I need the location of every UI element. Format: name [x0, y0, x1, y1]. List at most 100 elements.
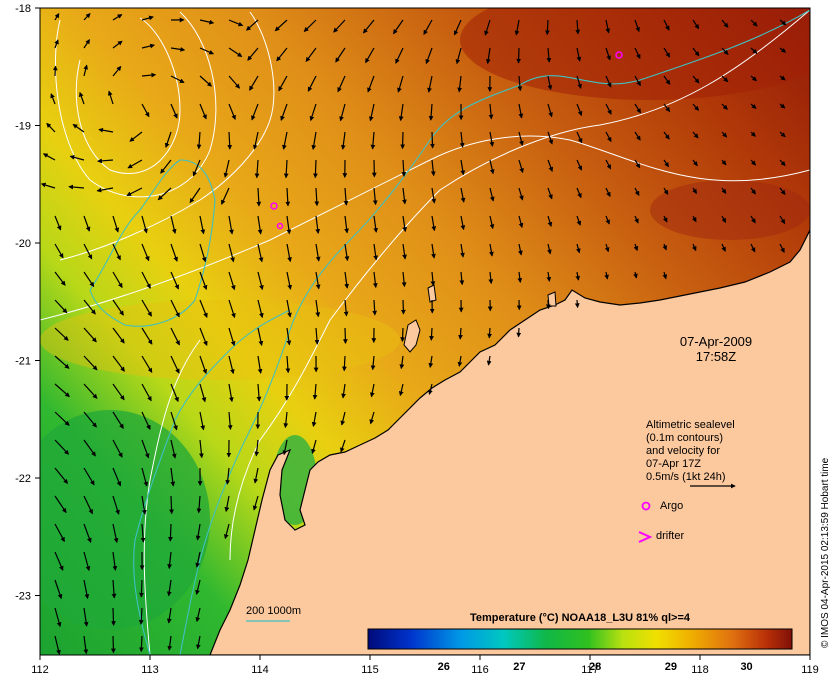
velocity-arrow	[779, 159, 786, 167]
velocity-arrow	[453, 19, 462, 36]
velocity-arrow	[199, 299, 208, 318]
velocity-arrow	[517, 271, 523, 283]
velocity-arrow	[779, 19, 787, 26]
argo-float-1	[615, 51, 623, 59]
velocity-arrow	[576, 47, 582, 62]
velocity-arrow	[164, 131, 172, 148]
velocity-arrow	[399, 355, 405, 370]
colorbar-tick-label: 27	[513, 661, 525, 673]
velocity-arrow	[141, 383, 152, 402]
velocity-arrow	[228, 383, 234, 403]
velocity-arrow	[228, 75, 241, 89]
velocity-arrow	[487, 327, 492, 339]
velocity-arrow	[368, 103, 375, 122]
velocity-arrow	[141, 439, 150, 459]
velocity-arrow	[199, 47, 215, 55]
velocity-arrow	[167, 551, 173, 570]
velocity-arrow	[333, 19, 346, 33]
velocity-arrow	[457, 355, 463, 367]
velocity-arrow	[605, 103, 612, 115]
velocity-arrow	[227, 131, 233, 150]
velocity-arrow	[170, 439, 177, 459]
velocity-arrow	[484, 19, 491, 36]
velocity-arrow	[199, 103, 207, 120]
velocity-arrow	[547, 131, 554, 145]
velocity-arrow	[98, 127, 114, 133]
velocity-arrow	[83, 411, 97, 428]
velocity-arrow	[692, 159, 698, 167]
velocity-arrow	[72, 123, 85, 133]
velocity-arrow	[160, 159, 172, 174]
velocity-arrow	[199, 271, 208, 291]
velocity-arrow	[721, 187, 727, 195]
lon-tick-label: 116	[471, 664, 489, 676]
velocity-arrow	[83, 495, 93, 515]
velocity-arrow	[430, 271, 436, 287]
velocity-arrow	[112, 271, 123, 289]
velocity-arrow	[199, 19, 215, 25]
velocity-arrow	[54, 551, 64, 571]
colorbar-tick-label: 30	[740, 661, 752, 673]
velocity-arrow	[489, 159, 495, 175]
velocity-arrow	[256, 383, 262, 402]
velocity-arrow	[257, 215, 263, 235]
velocity-arrow	[489, 243, 494, 257]
velocity-arrow	[83, 355, 98, 371]
velocity-arrow	[228, 299, 236, 319]
velocity-arrow	[228, 271, 236, 291]
isobath-lines	[89, 9, 810, 655]
velocity-arrow	[428, 103, 434, 121]
legend-line-4: 07-Apr 17Z	[646, 458, 701, 470]
velocity-arrow	[663, 159, 669, 168]
lat-tick-label: -20	[15, 238, 31, 250]
velocity-arrow	[223, 523, 230, 540]
velocity-arrow	[139, 635, 144, 653]
velocity-arrow	[170, 271, 179, 290]
velocity-arrow	[514, 19, 520, 36]
velocity-arrow	[402, 243, 407, 260]
velocity-arrow	[78, 91, 85, 105]
velocity-arrow	[460, 215, 466, 231]
velocity-arrow	[169, 495, 174, 515]
velocity-arrow	[750, 75, 758, 82]
velocity-arrow	[278, 75, 288, 92]
velocity-arrow	[112, 327, 125, 344]
velocity-arrow	[315, 271, 321, 290]
velocity-arrow	[170, 383, 179, 403]
velocity-arrow	[228, 47, 243, 57]
velocity-arrow	[547, 159, 554, 172]
velocity-arrow	[401, 159, 407, 177]
velocity-arrow	[489, 215, 495, 230]
velocity-arrow	[228, 103, 236, 121]
velocity-arrow	[112, 243, 121, 261]
velocity-arrow	[257, 299, 264, 319]
longitude-axis: 112 113 114 115 116 117 118 119	[31, 655, 819, 676]
legend-line-3: and velocity for	[646, 445, 720, 457]
velocity-arrow	[192, 159, 201, 177]
lat-tick-label: -18	[15, 3, 31, 15]
velocity-arrow	[605, 47, 611, 61]
velocity-arrow	[54, 327, 69, 341]
velocity-arrow	[315, 243, 321, 262]
velocity-arrow	[254, 159, 260, 179]
velocity-arrow	[458, 327, 463, 340]
velocity-arrow	[251, 103, 259, 121]
velocity-arrow	[199, 383, 207, 403]
velocity-arrow	[313, 159, 318, 179]
velocity-arrow	[54, 635, 61, 655]
velocity-arrow	[692, 19, 700, 30]
velocity-arrow	[189, 187, 201, 204]
velocity-arrow	[227, 411, 233, 430]
velocity-arrow	[257, 271, 264, 291]
velocity-arrow	[112, 383, 125, 401]
velocity-arrow	[373, 215, 379, 233]
velocity-arrow	[431, 243, 436, 259]
velocity-arrow	[779, 75, 786, 81]
velocity-arrow	[721, 75, 729, 83]
velocity-arrow	[367, 75, 375, 93]
velocity-arrow	[254, 439, 260, 457]
lat-tick-label: -22	[15, 473, 31, 485]
lon-tick-label: 117	[581, 664, 599, 676]
velocity-arrow	[663, 19, 670, 31]
velocity-arrow	[276, 47, 288, 62]
